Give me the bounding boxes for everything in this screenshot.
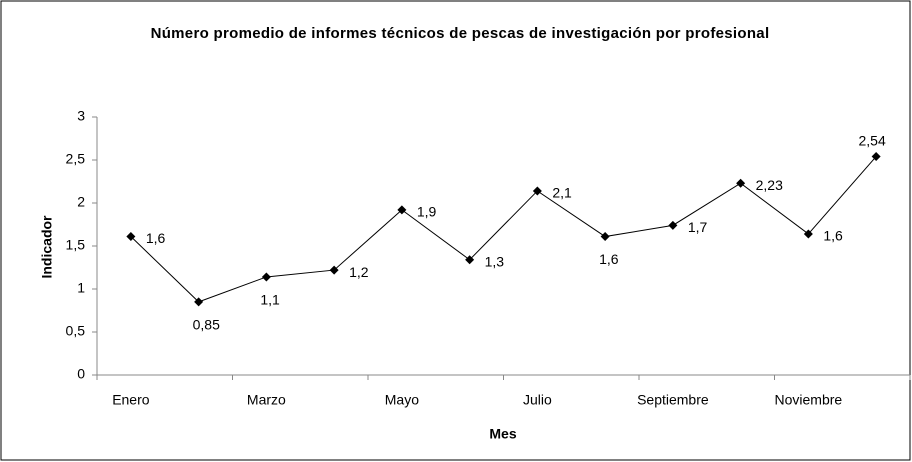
marker <box>803 229 813 239</box>
data-label: 1,1 <box>260 292 280 308</box>
line <box>130 156 877 303</box>
y-tick-label: 1 <box>77 280 85 296</box>
data-label: 1,6 <box>599 251 619 267</box>
data-label: 1,7 <box>688 219 708 235</box>
data-label: 2,23 <box>756 177 783 193</box>
marker <box>126 232 136 242</box>
x-tick-label: Mayo <box>385 392 419 408</box>
chart-title: Número promedio de informes técnicos de … <box>150 25 770 42</box>
marker <box>329 265 339 275</box>
y-tick-label: 0,5 <box>66 323 86 339</box>
marker <box>871 152 881 162</box>
y-axis-label: Indicador <box>39 215 55 279</box>
marker <box>736 178 746 188</box>
marker <box>668 220 678 230</box>
data-label: 2,1 <box>552 185 572 201</box>
data-label: 1,6 <box>823 228 843 244</box>
data-label: 0,85 <box>193 317 220 333</box>
y-tick-label: 1,5 <box>66 237 86 253</box>
y-tick-label: 2,5 <box>66 151 86 167</box>
marker <box>261 272 271 282</box>
marker <box>600 232 610 242</box>
marker <box>194 297 204 307</box>
marker <box>465 255 475 265</box>
x-axis-label: Mes <box>489 426 516 442</box>
marker <box>397 205 407 215</box>
x-tick-label: Noviembre <box>775 392 843 408</box>
y-tick-label: 3 <box>77 108 85 124</box>
x-tick-label: Julio <box>523 392 552 408</box>
x-tick-label: Enero <box>112 392 150 408</box>
data-label: 1,2 <box>349 264 369 280</box>
x-tick-label: Marzo <box>247 392 286 408</box>
y-tick-label: 0 <box>77 366 85 382</box>
data-label: 1,9 <box>417 204 437 220</box>
data-label: 2,54 <box>859 132 886 148</box>
data-label: 1,3 <box>485 253 505 269</box>
x-tick-label: Septiembre <box>637 392 709 408</box>
marker <box>532 186 542 196</box>
data-label: 1,6 <box>146 230 166 246</box>
y-tick-label: 2 <box>77 194 85 210</box>
